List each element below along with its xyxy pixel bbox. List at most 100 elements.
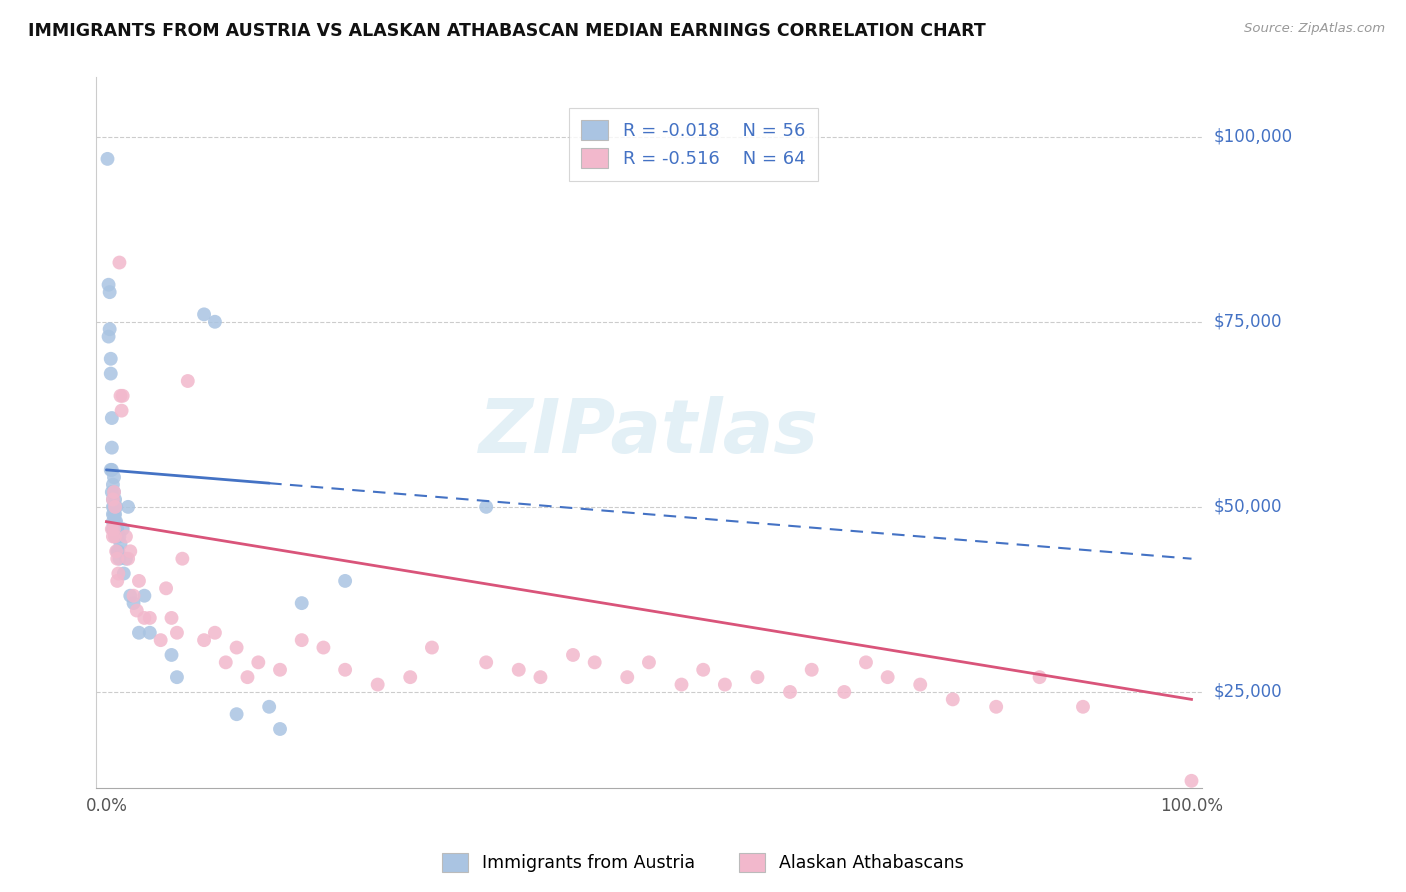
Point — [508, 663, 530, 677]
Point — [105, 529, 128, 543]
Text: Source: ZipAtlas.com: Source: ZipAtlas.com — [1244, 22, 1385, 36]
Point — [122, 596, 145, 610]
Point — [1180, 773, 1202, 788]
Point — [108, 529, 131, 543]
Point — [98, 285, 121, 300]
Point — [97, 277, 120, 292]
Point — [333, 574, 356, 588]
Point — [204, 315, 226, 329]
Point — [101, 529, 124, 543]
Point — [103, 485, 125, 500]
Point — [747, 670, 769, 684]
Point — [139, 625, 162, 640]
Point — [101, 463, 124, 477]
Point — [110, 537, 132, 551]
Point — [103, 485, 125, 500]
Point — [583, 656, 606, 670]
Point — [399, 670, 422, 684]
Point — [832, 685, 855, 699]
Point — [107, 544, 129, 558]
Point — [172, 551, 194, 566]
Point — [101, 441, 124, 455]
Point — [103, 508, 125, 522]
Point — [333, 663, 356, 677]
Point — [115, 551, 138, 566]
Point — [104, 529, 127, 543]
Point — [215, 656, 238, 670]
Point — [475, 500, 498, 514]
Point — [855, 656, 877, 670]
Legend: Immigrants from Austria, Alaskan Athabascans: Immigrants from Austria, Alaskan Athabas… — [436, 846, 970, 879]
Legend: R = -0.018    N = 56, R = -0.516    N = 64: R = -0.018 N = 56, R = -0.516 N = 64 — [568, 108, 818, 181]
Point — [177, 374, 200, 388]
Point — [115, 529, 138, 543]
Point — [166, 670, 188, 684]
Point — [225, 707, 247, 722]
Point — [105, 529, 128, 543]
Point — [101, 411, 124, 425]
Point — [204, 625, 226, 640]
Point — [312, 640, 335, 655]
Text: $75,000: $75,000 — [1213, 313, 1282, 331]
Point — [876, 670, 898, 684]
Point — [108, 255, 131, 269]
Point — [104, 508, 127, 522]
Point — [125, 603, 148, 617]
Point — [1071, 699, 1094, 714]
Point — [98, 322, 121, 336]
Point — [236, 670, 259, 684]
Point — [128, 625, 150, 640]
Text: $100,000: $100,000 — [1213, 128, 1292, 145]
Text: IMMIGRANTS FROM AUSTRIA VS ALASKAN ATHABASCAN MEDIAN EARNINGS CORRELATION CHART: IMMIGRANTS FROM AUSTRIA VS ALASKAN ATHAB… — [28, 22, 986, 40]
Point — [779, 685, 801, 699]
Point — [247, 656, 270, 670]
Point — [139, 611, 162, 625]
Point — [103, 522, 125, 536]
Point — [105, 551, 128, 566]
Point — [291, 633, 314, 648]
Point — [101, 522, 124, 536]
Point — [105, 544, 128, 558]
Point — [1028, 670, 1050, 684]
Point — [101, 492, 124, 507]
Point — [103, 470, 125, 484]
Point — [101, 477, 124, 491]
Point — [800, 663, 823, 677]
Point — [100, 463, 122, 477]
Point — [105, 574, 128, 588]
Point — [103, 522, 125, 536]
Point — [257, 699, 280, 714]
Point — [193, 307, 215, 321]
Point — [105, 522, 128, 536]
Point — [529, 670, 551, 684]
Point — [101, 500, 124, 514]
Point — [942, 692, 965, 706]
Point — [134, 589, 156, 603]
Point — [101, 515, 124, 529]
Point — [908, 677, 931, 691]
Point — [104, 515, 127, 529]
Point — [638, 656, 661, 670]
Point — [616, 670, 638, 684]
Point — [986, 699, 1008, 714]
Point — [160, 648, 183, 662]
Point — [105, 500, 128, 514]
Point — [100, 367, 122, 381]
Point — [103, 500, 125, 514]
Point — [105, 515, 128, 529]
Point — [120, 544, 142, 558]
Point — [101, 522, 124, 536]
Point — [714, 677, 737, 691]
Point — [111, 522, 134, 536]
Point — [160, 611, 183, 625]
Point — [269, 722, 291, 736]
Point — [97, 329, 120, 343]
Point — [128, 574, 150, 588]
Point — [107, 566, 129, 581]
Point — [291, 596, 314, 610]
Point — [269, 663, 291, 677]
Point — [101, 485, 124, 500]
Point — [122, 589, 145, 603]
Point — [155, 582, 177, 596]
Point — [117, 500, 139, 514]
